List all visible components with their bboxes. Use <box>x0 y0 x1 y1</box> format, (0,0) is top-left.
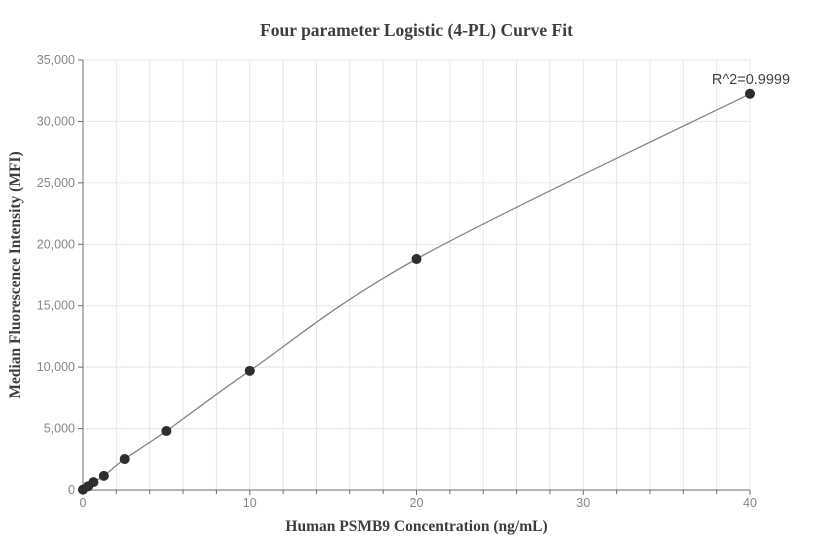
data-point <box>161 426 172 437</box>
y-tick-label: 10,000 <box>37 360 75 374</box>
data-point <box>98 470 109 481</box>
y-tick-label: 30,000 <box>37 114 75 128</box>
x-axis-title: Human PSMB9 Concentration (ng/mL) <box>285 518 548 535</box>
x-tick-label: 40 <box>743 496 757 510</box>
data-point <box>411 254 422 265</box>
data-point <box>88 477 99 488</box>
x-tick-label: 30 <box>576 496 590 510</box>
chart-title: Four parameter Logistic (4-PL) Curve Fit <box>260 20 573 40</box>
y-tick-label: 5,000 <box>44 422 75 436</box>
x-tick-label: 0 <box>80 496 87 510</box>
y-tick-label: 20,000 <box>37 237 75 251</box>
y-tick-label: 0 <box>68 483 75 497</box>
data-point <box>244 365 255 376</box>
data-point <box>119 454 130 465</box>
y-tick-label: 25,000 <box>37 176 75 190</box>
data-point <box>745 88 755 99</box>
r-squared-annotation: R^2=0.9999 <box>712 72 790 88</box>
y-tick-label: 15,000 <box>37 299 75 313</box>
x-tick-label: 20 <box>410 496 424 510</box>
x-tick-label: 10 <box>243 496 257 510</box>
y-tick-label: 35,000 <box>37 53 75 67</box>
